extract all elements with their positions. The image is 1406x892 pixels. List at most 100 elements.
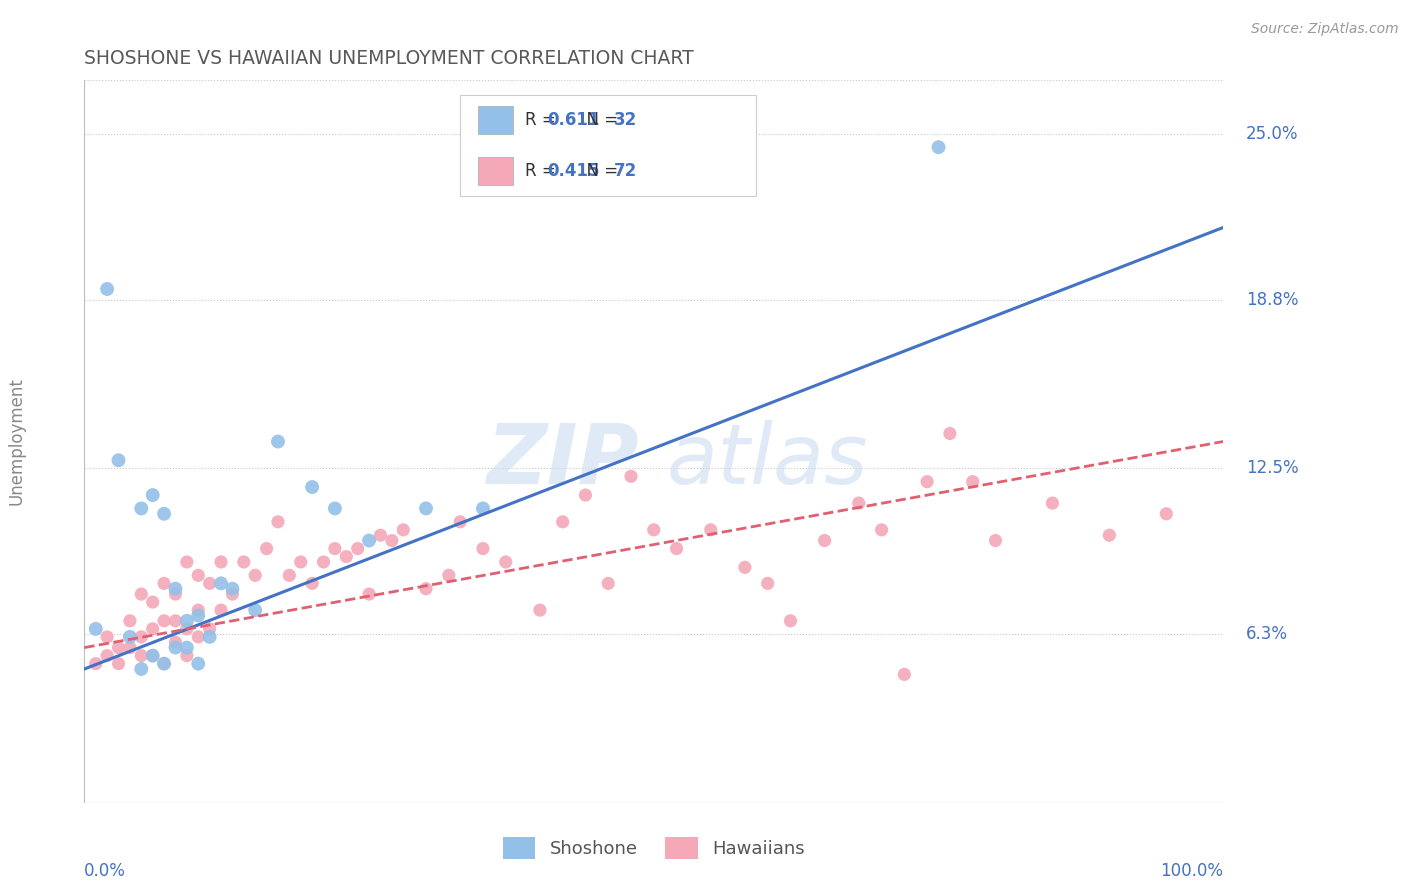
Point <box>96 282 118 296</box>
Point <box>267 434 290 449</box>
Point <box>153 657 176 671</box>
Point <box>118 630 141 644</box>
Point <box>107 453 129 467</box>
Text: 32: 32 <box>614 111 637 129</box>
Point <box>301 576 323 591</box>
Text: Source: ZipAtlas.com: Source: ZipAtlas.com <box>1251 22 1399 37</box>
Point <box>370 528 392 542</box>
Point <box>267 515 290 529</box>
Text: 0.611: 0.611 <box>547 111 600 129</box>
Point <box>245 603 267 617</box>
Point <box>1042 496 1064 510</box>
Point <box>198 622 221 636</box>
Point <box>323 541 346 556</box>
Point <box>1098 528 1121 542</box>
Point <box>232 555 254 569</box>
Point <box>415 501 437 516</box>
Text: 25.0%: 25.0% <box>1246 125 1299 143</box>
Point <box>278 568 301 582</box>
Point <box>153 657 176 671</box>
Point <box>756 576 779 591</box>
Point <box>312 555 335 569</box>
Legend: Shoshone, Hawaiians: Shoshone, Hawaiians <box>496 830 811 866</box>
Point <box>96 648 118 663</box>
Point <box>1156 507 1178 521</box>
Point <box>153 507 176 521</box>
Point <box>131 630 153 644</box>
Point <box>107 657 129 671</box>
Point <box>176 622 198 636</box>
Text: Unemployment: Unemployment <box>7 377 25 506</box>
Point <box>165 635 187 649</box>
Point <box>118 614 141 628</box>
Point <box>700 523 723 537</box>
Point <box>346 541 368 556</box>
Point <box>84 622 107 636</box>
Point <box>734 560 756 574</box>
Point <box>131 648 153 663</box>
Point <box>472 541 495 556</box>
Point <box>209 555 232 569</box>
Point <box>335 549 357 564</box>
Text: R =: R = <box>526 161 561 179</box>
Point <box>142 648 165 663</box>
Point <box>198 576 221 591</box>
Point <box>131 587 153 601</box>
Point <box>472 501 495 516</box>
Text: ZIP: ZIP <box>486 420 638 500</box>
Point <box>165 587 187 601</box>
Point <box>643 523 665 537</box>
Point <box>198 630 221 644</box>
Point <box>848 496 870 510</box>
Point <box>381 533 404 548</box>
Point <box>870 523 893 537</box>
Point <box>176 648 198 663</box>
Text: 12.5%: 12.5% <box>1246 459 1299 477</box>
Point <box>939 426 962 441</box>
Point <box>153 576 176 591</box>
Point <box>107 640 129 655</box>
Point <box>153 614 176 628</box>
Point <box>359 587 381 601</box>
Point <box>984 533 1007 548</box>
Text: atlas: atlas <box>666 420 869 500</box>
Point <box>187 608 209 623</box>
Point <box>598 576 620 591</box>
Text: 0.0%: 0.0% <box>84 862 127 880</box>
Text: 6.3%: 6.3% <box>1246 625 1288 643</box>
Point <box>323 501 346 516</box>
Point <box>142 648 165 663</box>
Point <box>392 523 415 537</box>
Point <box>221 582 243 596</box>
Point <box>96 630 118 644</box>
Point <box>620 469 643 483</box>
Point <box>962 475 984 489</box>
Point <box>142 595 165 609</box>
Point <box>928 140 950 154</box>
Point <box>665 541 688 556</box>
Point <box>176 614 198 628</box>
Point <box>495 555 517 569</box>
Point <box>187 603 209 617</box>
Point <box>290 555 312 569</box>
Point <box>301 480 323 494</box>
Text: R =: R = <box>526 111 561 129</box>
Point <box>131 662 153 676</box>
Text: 0.415: 0.415 <box>547 161 600 179</box>
Point <box>142 488 165 502</box>
Point <box>84 657 107 671</box>
Point <box>142 622 165 636</box>
Text: 100.0%: 100.0% <box>1160 862 1223 880</box>
Text: N =: N = <box>575 111 623 129</box>
Point <box>209 603 232 617</box>
Point <box>359 533 381 548</box>
Point <box>814 533 837 548</box>
Point <box>165 582 187 596</box>
Point <box>176 640 198 655</box>
Point <box>187 657 209 671</box>
Text: SHOSHONE VS HAWAIIAN UNEMPLOYMENT CORRELATION CHART: SHOSHONE VS HAWAIIAN UNEMPLOYMENT CORREL… <box>84 48 695 68</box>
Point <box>245 568 267 582</box>
Point <box>165 614 187 628</box>
Point <box>165 640 187 655</box>
Point <box>529 603 551 617</box>
